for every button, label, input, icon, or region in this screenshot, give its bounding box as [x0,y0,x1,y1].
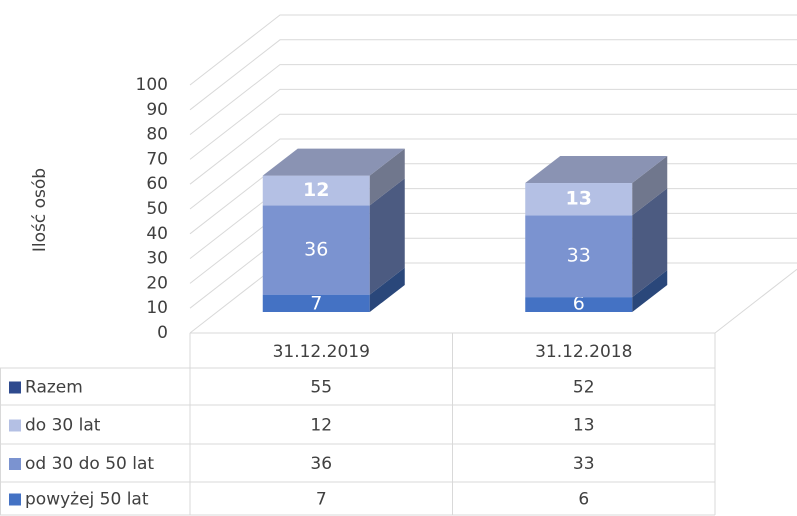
bar-side [632,188,668,298]
table-cell: 33 [573,454,595,474]
legend-swatch [9,493,21,506]
y-tick-label: 100 [136,75,168,95]
table-cell: 36 [310,454,332,474]
bar-front [262,294,370,312]
legend-label: do 30 lat [25,416,101,436]
y-tick-label: 10 [146,298,168,318]
legend-swatch [9,458,21,470]
bar-side [369,148,405,206]
bar-top [262,148,405,176]
table-header: 31.12.2018 [535,342,632,362]
data-label: 36 [304,239,328,261]
y-tick-label: 50 [146,199,168,219]
data-label: 33 [567,245,591,267]
y-tick-label: 40 [146,224,168,244]
bar-top [525,156,668,184]
data-label: 12 [303,179,329,201]
bar-side [632,270,668,312]
legend-label: Razem [25,378,83,398]
grid-line [189,14,797,86]
table-cell: 52 [573,378,595,398]
table-cell: 55 [310,378,332,398]
y-tick-label: 80 [146,125,168,145]
bar-front [262,205,370,295]
y-tick-label: 90 [146,100,168,120]
floor-edge [714,268,797,334]
y-tick-label: 20 [146,273,168,293]
table-cell: 13 [573,416,595,436]
grid-line [189,64,797,135]
bar-front [525,297,633,312]
y-axis-label: Ilość osób [30,168,50,252]
table-header: 31.12.2019 [273,342,370,362]
grid-line [189,39,797,111]
y-tick-label: 60 [146,174,168,194]
table-cell: 6 [578,490,589,510]
bar-side [632,156,668,216]
bar-side [369,178,405,295]
legend-label: powyżej 50 lat [25,490,149,510]
grid-line [189,138,797,210]
legend-swatch [9,381,21,394]
y-tick-label: 0 [157,323,168,343]
y-tick-label: 70 [146,149,168,169]
legend-swatch [9,419,21,432]
y-tick-label: 30 [146,249,168,269]
data-label: 13 [566,188,592,210]
data-label: 6 [573,293,585,315]
bar-front [525,215,633,298]
legend-label: od 30 do 50 lat [25,454,154,474]
bar-side [369,267,405,312]
bar-front [525,183,633,216]
table-cell: 7 [316,490,327,510]
grid-line [189,113,797,185]
grid-line [189,88,797,160]
table-cell: 12 [310,416,332,436]
data-label: 7 [310,293,322,315]
bar-front [262,175,370,206]
